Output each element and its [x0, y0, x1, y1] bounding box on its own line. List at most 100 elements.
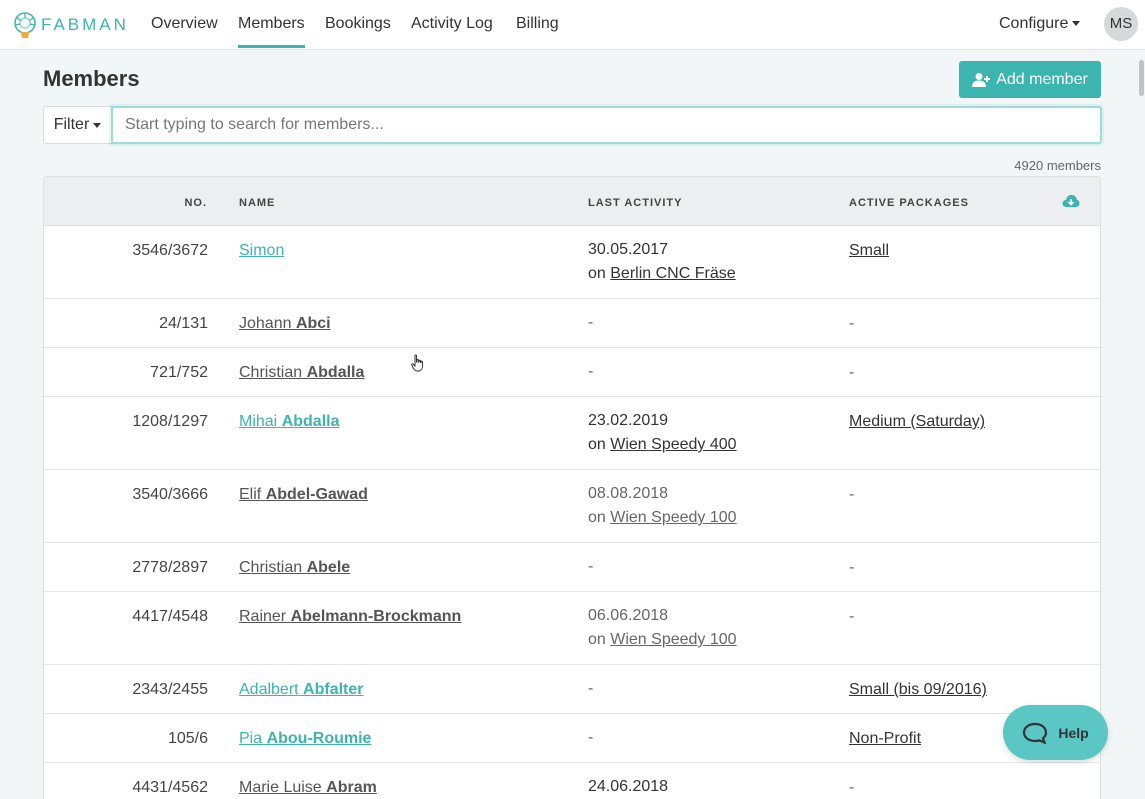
- member-count: 4920 members: [1014, 158, 1101, 173]
- member-name-link[interactable]: Johann Abci: [239, 315, 331, 333]
- member-name-link[interactable]: Marie Luise Abram: [239, 779, 377, 797]
- member-number: 2343/2455: [132, 681, 208, 698]
- machine-link[interactable]: Wien Speedy 100: [610, 509, 737, 526]
- activity-prefix: on: [588, 631, 606, 648]
- nav-overview[interactable]: Overview: [151, 15, 218, 32]
- member-last-name: Abdalla: [306, 364, 365, 381]
- member-name-link[interactable]: Christian Abele: [239, 559, 350, 577]
- column-header-no[interactable]: NO.: [184, 197, 207, 209]
- machine-link[interactable]: Berlin CNC Fräse: [610, 265, 736, 282]
- table-row[interactable]: 24/131 Johann Abci - -: [44, 299, 1100, 348]
- machine-link[interactable]: Wien Speedy 400: [610, 436, 737, 453]
- nav-billing[interactable]: Billing: [516, 15, 559, 32]
- member-name-link[interactable]: Rainer Abelmann-Brockmann: [239, 608, 461, 626]
- table-row[interactable]: 2778/2897 Christian Abele - -: [44, 543, 1100, 592]
- chevron-down-icon: [1072, 21, 1081, 26]
- member-last-name: Abelmann-Brockmann: [290, 608, 462, 625]
- add-member-label: Add member: [996, 70, 1088, 88]
- table-header: NO. NAME LAST ACTIVITY ACTIVE PACKAGES: [44, 177, 1100, 226]
- member-first-name: Christian: [239, 559, 303, 576]
- add-user-icon: [972, 72, 991, 87]
- table-row[interactable]: 3546/3672 Simon 30.05.2017 on Berlin CNC Fr…: [44, 226, 1100, 299]
- member-number: 1208/1297: [132, 413, 208, 430]
- help-label: Help: [1058, 724, 1089, 741]
- member-name-link[interactable]: Elif Abdel-Gawad: [239, 486, 368, 504]
- table-row[interactable]: 4417/4548 Rainer Abelmann-Brockmann 06.06.…: [44, 592, 1100, 665]
- configure-menu[interactable]: Configure: [999, 0, 1081, 49]
- no-package: -: [849, 608, 855, 625]
- activity-location: on Berlin CNC Fräse: [588, 262, 736, 286]
- member-name-link[interactable]: Adalbert Abfalter: [239, 681, 364, 699]
- add-member-button[interactable]: Add member: [959, 61, 1101, 98]
- help-button[interactable]: Help: [1003, 705, 1108, 760]
- column-header-last-activity[interactable]: LAST ACTIVITY: [588, 197, 683, 209]
- member-number: 24/131: [159, 315, 208, 332]
- column-header-active-packages[interactable]: ACTIVE PACKAGES: [849, 197, 969, 209]
- hand-cursor-icon: [411, 354, 423, 372]
- last-activity: -: [588, 677, 593, 701]
- machine-link[interactable]: Wien Speedy 100: [610, 631, 737, 648]
- member-first-name: Adalbert: [239, 681, 299, 698]
- no-package: -: [849, 315, 855, 332]
- activity-date: -: [588, 314, 594, 331]
- member-first-name: Christian: [239, 364, 303, 381]
- package-link[interactable]: Medium (Saturday): [849, 413, 986, 430]
- member-first-name: Elif: [239, 486, 262, 503]
- table-row[interactable]: 105/6 Pia Abou-Roumie - Non-Profit: [44, 714, 1100, 763]
- page-scrollbar[interactable]: [1137, 0, 1145, 799]
- member-name-link[interactable]: Simon: [239, 242, 284, 260]
- package-link[interactable]: Small: [849, 242, 890, 259]
- activity-prefix: on: [588, 265, 606, 282]
- member-last-name: Abfalter: [303, 681, 364, 698]
- table-row[interactable]: 1208/1297 Mihai Abdalla 23.02.2019 on Wien …: [44, 397, 1100, 470]
- nav-activity-log[interactable]: Activity Log: [411, 15, 493, 32]
- member-number: 4417/4548: [132, 608, 208, 625]
- last-activity: 30.05.2017 on Berlin CNC Fräse: [588, 238, 736, 286]
- search-input[interactable]: [111, 106, 1102, 144]
- nav-bookings[interactable]: Bookings: [325, 15, 391, 32]
- logo[interactable]: FABMAN: [11, 9, 129, 41]
- scrollbar-thumb[interactable]: [1139, 60, 1144, 96]
- activity-prefix: on: [588, 509, 606, 526]
- last-activity: -: [588, 360, 593, 384]
- table-row[interactable]: 2343/2455 Adalbert Abfalter - Small (bis 09…: [44, 665, 1100, 714]
- member-number: 105/6: [167, 730, 208, 747]
- last-activity: 06.06.2018 on Wien Speedy 100: [588, 604, 737, 652]
- member-last-name: Abdalla: [281, 413, 340, 430]
- nav-members[interactable]: Members: [238, 0, 305, 49]
- no-package: -: [849, 559, 855, 576]
- activity-date: -: [588, 363, 594, 380]
- member-name-link[interactable]: Mihai Abdalla: [239, 413, 339, 431]
- package-link[interactable]: Small (bis 09/2016): [849, 681, 987, 698]
- activity-date: 23.02.2019: [588, 412, 669, 429]
- activity-date: 30.05.2017: [588, 241, 669, 258]
- members-table: NO. NAME LAST ACTIVITY ACTIVE PACKAGES 3…: [43, 176, 1101, 799]
- member-first-name: Mihai: [239, 413, 278, 430]
- member-last-name: Abdel-Gawad: [265, 486, 368, 503]
- table-row[interactable]: 3540/3666 Elif Abdel-Gawad 08.08.2018 on Wi…: [44, 470, 1100, 543]
- top-navbar: FABMAN Overview Members Bookings Activit…: [0, 0, 1145, 50]
- cloud-download-icon[interactable]: [1062, 194, 1080, 208]
- logo-text: FABMAN: [41, 15, 129, 34]
- member-name-link[interactable]: Pia Abou-Roumie: [239, 730, 371, 748]
- configure-label: Configure: [999, 15, 1069, 32]
- activity-date: 06.06.2018: [588, 607, 669, 624]
- activity-prefix: on: [588, 436, 606, 453]
- filter-button[interactable]: Filter: [43, 106, 112, 144]
- last-activity: 23.02.2019 on Wien Speedy 400: [588, 409, 737, 457]
- table-row[interactable]: 721/752 Christian Abdalla - -: [44, 348, 1100, 397]
- member-last-name: Abci: [295, 315, 331, 332]
- no-package: -: [849, 486, 855, 503]
- member-number: 721/752: [150, 364, 208, 381]
- member-name-link[interactable]: Christian Abdalla: [239, 364, 364, 382]
- filter-label: Filter: [53, 116, 90, 133]
- page-title: Members: [43, 66, 140, 91]
- member-first-name: Rainer: [239, 608, 287, 625]
- activity-location: on Wien Speedy 100: [588, 506, 737, 530]
- package-link[interactable]: Non-Profit: [849, 730, 922, 747]
- user-avatar[interactable]: MS: [1104, 7, 1138, 41]
- column-header-name[interactable]: NAME: [239, 197, 276, 209]
- member-first-name: Johann: [239, 315, 292, 332]
